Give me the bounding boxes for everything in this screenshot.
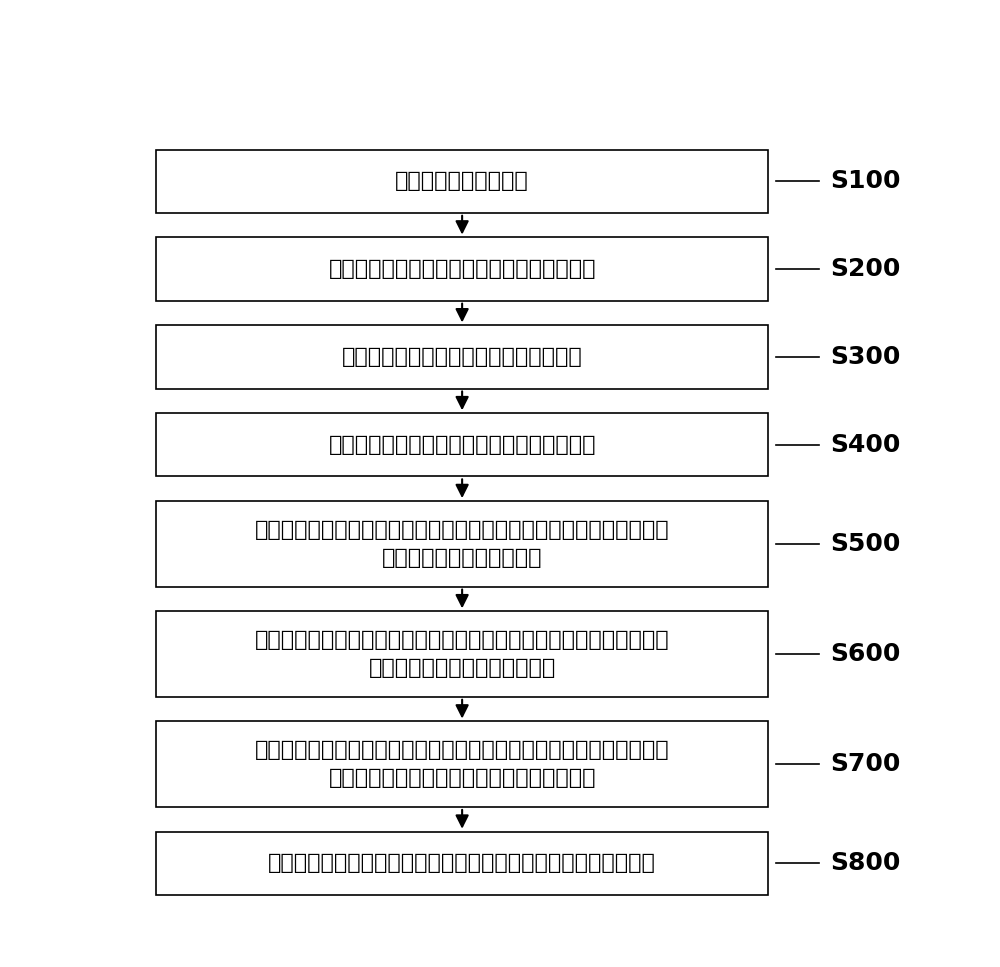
Text: S800: S800 bbox=[830, 851, 901, 875]
Text: S300: S300 bbox=[830, 345, 901, 369]
Text: S600: S600 bbox=[830, 642, 901, 666]
Text: 根据所述第一时间、所述第二时间获得第三时间，所述第三时间为所述
第一时间和第二时间的间隔时间: 根据所述第一时间、所述第二时间获得第三时间，所述第三时间为所述 第一时间和第二时… bbox=[255, 630, 669, 678]
Text: S200: S200 bbox=[830, 257, 901, 281]
Text: 将所述第一位置信息、第二位置信息和第三时间输入卷积神经网络模型
，获得所述卷积神经网络模型的第一输出信息: 将所述第一位置信息、第二位置信息和第三时间输入卷积神经网络模型 ，获得所述卷积神… bbox=[255, 740, 669, 788]
Text: 获得所述第一用户在第二时间的第二位置信息，其中，所述第二时间为
第一远程接入信息发出时间: 获得所述第一用户在第二时间的第二位置信息，其中，所述第二时间为 第一远程接入信息… bbox=[255, 520, 669, 568]
Bar bbox=[156, 721, 768, 807]
Text: S700: S700 bbox=[830, 752, 901, 777]
Bar bbox=[156, 325, 768, 389]
Bar bbox=[156, 611, 768, 697]
Text: 根据所述第一输出信息，判断是否许可所述第一远程接入信息接入: 根据所述第一输出信息，判断是否许可所述第一远程接入信息接入 bbox=[268, 853, 656, 873]
Bar bbox=[156, 238, 768, 301]
Bar bbox=[156, 832, 768, 894]
Bar bbox=[156, 413, 768, 477]
Bar bbox=[156, 501, 768, 587]
Text: 获得所述第一用户在第一时间的第一位置信息: 获得所述第一用户在第一时间的第一位置信息 bbox=[328, 435, 596, 454]
Text: S100: S100 bbox=[830, 169, 901, 193]
Text: S400: S400 bbox=[830, 433, 901, 456]
Text: S500: S500 bbox=[830, 532, 901, 556]
Text: 获得第一远程接入信息: 获得第一远程接入信息 bbox=[395, 171, 529, 191]
Text: 根据所述第一远程接入信息获得第一账户信息: 根据所述第一远程接入信息获得第一账户信息 bbox=[328, 259, 596, 279]
Bar bbox=[156, 150, 768, 213]
Text: 根据所述第一账户信息获得第一用户信息: 根据所述第一账户信息获得第一用户信息 bbox=[342, 347, 582, 366]
